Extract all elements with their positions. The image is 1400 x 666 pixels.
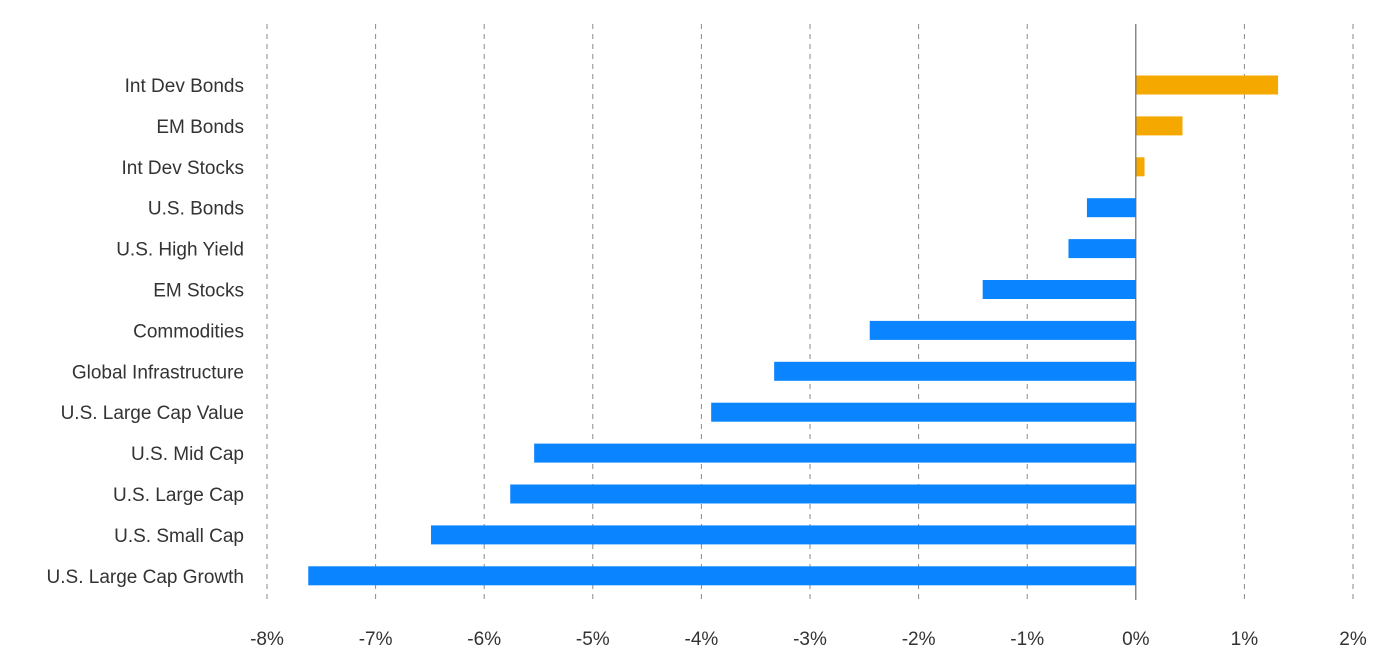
category-labels: Int Dev Bonds EM Bonds Int Dev Stocks U.S. … (47, 76, 244, 588)
category-label: U.S. Bonds (148, 199, 244, 220)
bar (430, 525, 1136, 545)
category-label: U.S. Large Cap (113, 485, 244, 506)
x-tick-label: -6% (467, 629, 501, 650)
category-label: U.S. Large Cap Value (61, 403, 244, 424)
x-tick-label: -1% (1010, 629, 1044, 650)
category-label: Int Dev Stocks (122, 158, 245, 179)
bar (1135, 157, 1145, 177)
bar (982, 280, 1136, 299)
x-tick-label: -4% (685, 629, 719, 650)
bars (308, 75, 1279, 586)
x-tick-label: -7% (359, 629, 393, 650)
bar (774, 361, 1136, 381)
category-label: U.S. Large Cap Growth (47, 567, 244, 588)
x-tick-label: 0% (1122, 629, 1150, 650)
category-label: EM Stocks (153, 281, 244, 302)
bar (1068, 239, 1136, 259)
category-label: Int Dev Bonds (125, 76, 244, 97)
bar (1135, 75, 1279, 95)
bar (510, 484, 1136, 504)
bar (534, 443, 1136, 463)
x-tick-label: -3% (793, 629, 827, 650)
category-label: EM Bonds (156, 117, 244, 138)
bar (1086, 198, 1136, 218)
bar (308, 566, 1136, 586)
category-label: U.S. High Yield (116, 240, 244, 261)
bar (711, 402, 1136, 422)
bar (1135, 116, 1183, 136)
x-tick-labels: -8% -7% -6% -5% -4% -3% -2% -1% 0% 1% 2% (250, 629, 1367, 650)
category-label: U.S. Mid Cap (131, 444, 244, 465)
x-tick-label: -8% (250, 629, 284, 650)
x-tick-label: 1% (1231, 629, 1259, 650)
bar (869, 320, 1136, 340)
category-label: Commodities (133, 321, 244, 342)
category-label: Global Infrastructure (72, 362, 244, 383)
gridlines (266, 24, 1354, 600)
x-tick-label: -5% (576, 629, 610, 650)
x-tick-label: -2% (902, 629, 936, 650)
category-label: U.S. Small Cap (114, 526, 244, 547)
x-tick-label: 2% (1339, 629, 1367, 650)
